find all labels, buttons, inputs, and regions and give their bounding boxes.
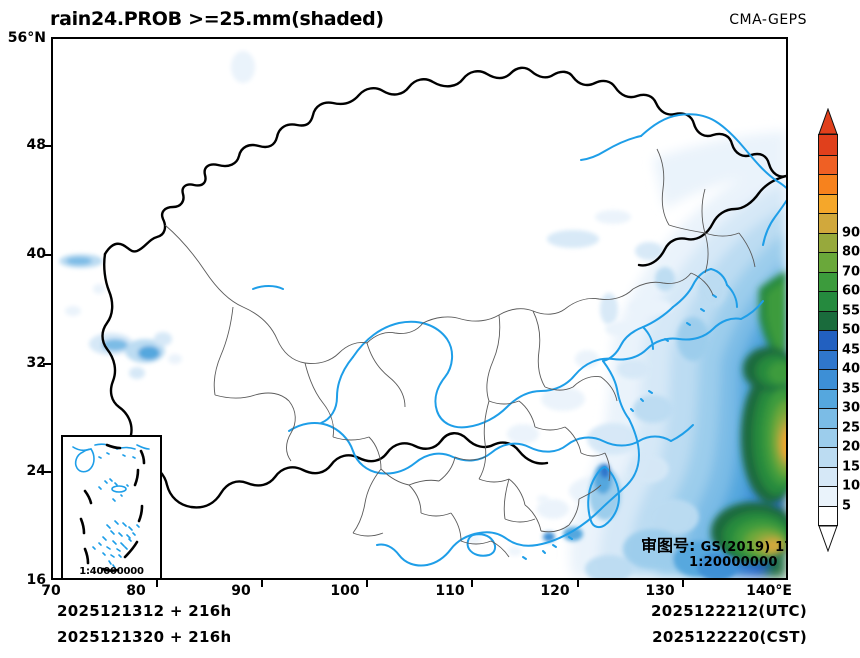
y-tick-mark — [43, 471, 51, 473]
south-china-sea-inset[interactable]: 1:40000000 — [61, 435, 162, 578]
x-tick-label-120: 120 — [540, 583, 570, 599]
colorbar-bottom-arrow — [818, 525, 838, 552]
colorbar-tick-20: 20 — [842, 439, 860, 455]
colorbar-segment — [819, 271, 837, 291]
y-tick-label-56: 56°N — [7, 30, 46, 46]
coastline-and-rivers — [252, 113, 786, 567]
x-tick-mark — [156, 580, 158, 587]
colorbar-segment — [819, 388, 837, 408]
x-tick-mark — [471, 580, 473, 587]
x-tick-label-110: 110 — [435, 583, 465, 599]
colorbar-tick-55: 55 — [842, 303, 860, 318]
colorbar-tick-70: 70 — [842, 264, 860, 279]
x-tick-label-130: 130 — [645, 583, 675, 599]
colorbar-tick-50: 50 — [842, 322, 860, 338]
y-tick-label-40: 40 — [26, 246, 46, 262]
colorbar-segment — [819, 310, 837, 330]
province-borders — [164, 148, 756, 558]
colorbar-segment — [819, 330, 837, 350]
y-tick-label-16: 16 — [26, 572, 46, 588]
colorbar-tick-25: 25 — [842, 420, 860, 435]
colorbar-segment — [819, 349, 837, 369]
x-tick-label-70: 70 — [41, 583, 61, 599]
colorbar-segment — [819, 486, 837, 506]
colorbar-segment — [819, 369, 837, 389]
colorbar-segment — [819, 466, 837, 486]
x-tick-mark — [577, 580, 579, 587]
x-tick-mark — [682, 580, 684, 587]
colorbar-top-arrow — [818, 108, 838, 135]
footer-init-time-utc: 2025121312 + 216h — [57, 602, 232, 620]
x-tick-mark — [366, 580, 368, 587]
colorbar-segment — [819, 252, 837, 272]
colorbar-segment — [819, 291, 837, 311]
map-plot-area[interactable]: 审图号: GS(2019) 1786 1:20000000 — [51, 37, 788, 580]
model-label: CMA-GEPS — [729, 12, 807, 28]
attribution-label: 审图号: — [641, 536, 696, 555]
colorbar-tick-5: 5 — [842, 498, 852, 513]
colorbar-segment — [819, 213, 837, 233]
x-tick-label-80: 80 — [126, 583, 146, 599]
footer-valid-time-cst: 2025122220(CST) — [652, 628, 807, 646]
inset-map — [72, 443, 150, 572]
colorbar-tick-60: 60 — [842, 283, 860, 299]
colorbar-segment — [819, 447, 837, 467]
map-approval-attribution: 审图号: GS(2019) 1786 1:20000000 — [641, 536, 786, 571]
y-tick-label-24: 24 — [26, 463, 46, 479]
colorbar-tick-90: 90 — [842, 225, 860, 240]
y-tick-mark — [43, 363, 51, 365]
china-border-west-south — [101, 252, 549, 509]
attribution-code: GS(2019) 1786 — [700, 540, 786, 555]
colorbar-segment — [819, 174, 837, 194]
page-title: rain24.PROB >=25.mm(shaded) — [50, 8, 384, 30]
colorbar-segment — [819, 232, 837, 252]
x-tick-label-140: 140°E — [746, 583, 792, 599]
y-tick-mark — [43, 254, 51, 256]
colorbar-segment — [819, 135, 837, 155]
colorbar-tick-80: 80 — [842, 244, 860, 260]
footer-valid-time-utc: 2025122212(UTC) — [650, 602, 807, 620]
china-national-border — [103, 66, 786, 256]
attribution-scale: 1:20000000 — [689, 554, 778, 570]
colorbar-segment — [819, 408, 837, 428]
colorbar-tick-40: 40 — [842, 361, 860, 377]
footer-init-time-cst: 2025121320 + 216h — [57, 628, 232, 646]
china-precipitation-map — [59, 51, 786, 578]
colorbar-segment — [819, 154, 837, 174]
colorbar-gradient — [818, 134, 838, 526]
y-tick-mark — [43, 145, 51, 147]
inset-scale-label: 1:40000000 — [79, 566, 144, 577]
colorbar-segment — [819, 427, 837, 447]
colorbar-segment — [819, 193, 837, 213]
china-border-east — [637, 174, 786, 267]
colorbar-tick-45: 45 — [842, 342, 860, 357]
x-tick-label-100: 100 — [330, 583, 360, 599]
colorbar-tick-35: 35 — [842, 381, 860, 396]
x-tick-label-90: 90 — [231, 583, 251, 599]
colorbar[interactable]: 5 10 15 20 25 30 35 40 45 50 55 60 70 80 90 — [818, 108, 860, 552]
y-tick-label-48: 48 — [26, 137, 46, 153]
colorbar-tick-10: 10 — [842, 478, 860, 494]
x-tick-mark — [261, 580, 263, 587]
colorbar-segment — [819, 505, 837, 525]
y-tick-label-32: 32 — [26, 355, 46, 371]
colorbar-tick-30: 30 — [842, 400, 860, 416]
colorbar-tick-15: 15 — [842, 459, 860, 474]
